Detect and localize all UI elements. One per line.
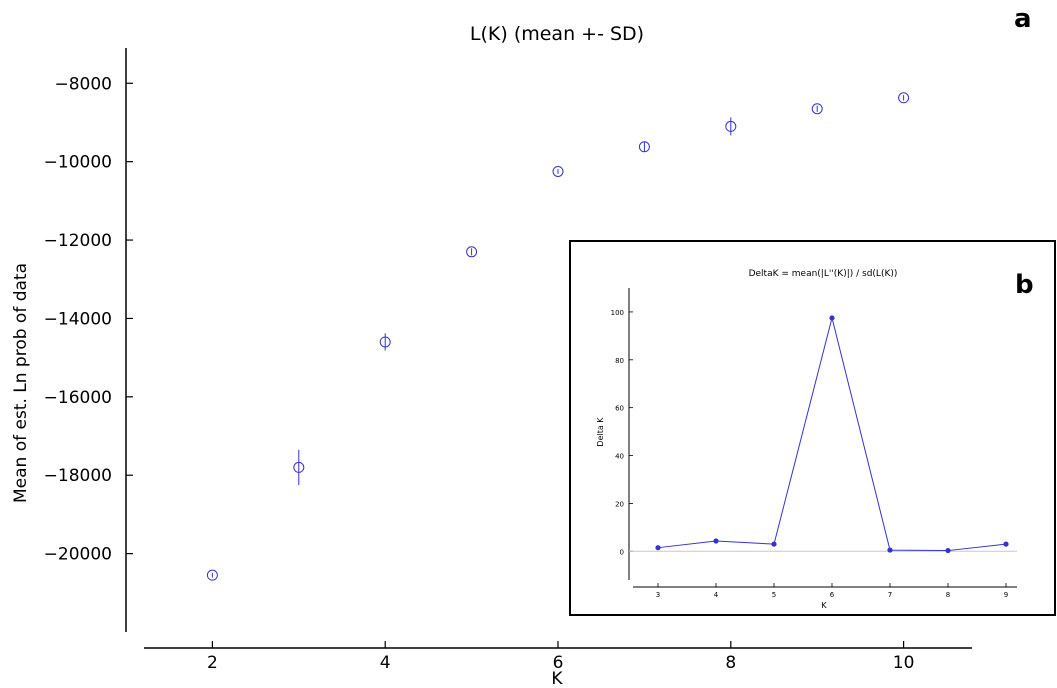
inset-chart-x-axis-label: K: [821, 601, 827, 610]
inset-x-tick-label: 7: [888, 591, 892, 599]
inset-x-tick-label: 4: [714, 591, 719, 599]
main-data-point: [898, 92, 910, 104]
inset-x-tick-label: 9: [1004, 591, 1008, 599]
inset-y-tick-label: 100: [611, 309, 624, 317]
main-y-tick-label: −8000: [54, 74, 112, 94]
inset-data-point: [1003, 541, 1009, 547]
main-chart-title: L(K) (mean +- SD): [470, 23, 644, 45]
main-chart-y-axis-label: Mean of est. Ln prob of data: [11, 263, 31, 503]
inset-y-tick-label: 80: [615, 357, 624, 365]
main-y-tick-label: −10000: [44, 153, 112, 173]
main-y-tick-label: −16000: [44, 388, 112, 408]
panel-label-a: a: [1014, 4, 1032, 34]
inset-x-tick-label: 8: [946, 591, 950, 599]
main-x-tick-label: 8: [725, 653, 736, 673]
main-data-point: [466, 246, 478, 258]
main-x-tick-label: 4: [380, 653, 391, 673]
inset-y-tick-label: 40: [615, 453, 624, 461]
inset-chart: DeltaK = mean(|L''(K)|) / sd(L(K)) Delta…: [569, 240, 1056, 616]
main-data-point: [379, 336, 391, 348]
inset-y-tick-label: 60: [615, 405, 624, 413]
inset-x-tick-label: 3: [656, 591, 660, 599]
inset-chart-y-axis-label: Delta K: [596, 417, 605, 447]
inset-data-point: [887, 547, 893, 553]
inset-data-point: [771, 541, 777, 547]
inset-x-tick-label: 6: [830, 591, 835, 599]
main-y-tick-label: −20000: [44, 545, 112, 565]
main-x-tick-label: 6: [553, 653, 564, 673]
main-x-tick-label: 2: [207, 653, 218, 673]
main-data-point: [552, 165, 564, 177]
main-chart-x-axis-label: K: [551, 669, 563, 688]
main-y-tick-label: −18000: [44, 466, 112, 486]
inset-chart-frame: [569, 240, 1056, 616]
inset-data-point: [945, 547, 951, 554]
inset-data-point: [713, 538, 719, 544]
main-data-point: [293, 461, 305, 473]
panel-label-b: b: [1015, 270, 1034, 300]
main-x-tick-label: 10: [893, 653, 915, 673]
main-data-point: [638, 141, 650, 153]
inset-data-point: [655, 545, 661, 551]
inset-chart-title: DeltaK = mean(|L''(K)|) / sd(L(K)): [749, 269, 898, 279]
main-y-tick-label: −14000: [44, 309, 112, 329]
inset-x-tick-label: 5: [772, 591, 776, 599]
main-data-point: [811, 103, 823, 115]
main-y-tick-label: −12000: [44, 231, 112, 251]
main-data-point: [725, 120, 737, 132]
inset-y-tick-label: 0: [620, 548, 624, 556]
inset-y-tick-label: 20: [615, 500, 624, 508]
main-data-point: [206, 569, 218, 581]
inset-data-point: [829, 315, 835, 321]
